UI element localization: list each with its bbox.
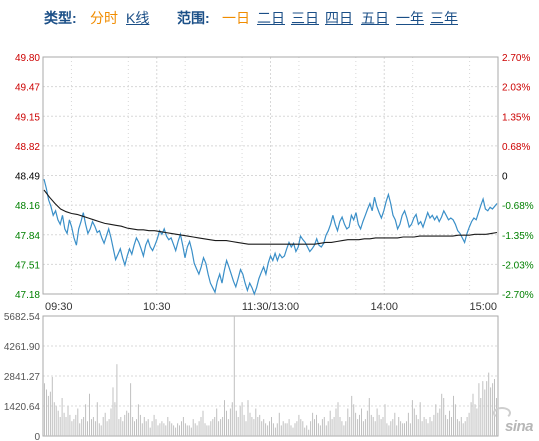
volume-tick-label: 0 <box>34 432 40 441</box>
sina-logo: sina <box>504 418 534 435</box>
volume-panel-frame <box>42 315 499 437</box>
time-tick-label: 11:30/13:00 <box>242 301 299 313</box>
price-tick-label: 48.49 <box>15 172 40 183</box>
volume-tick-label: 4261.90 <box>4 342 41 353</box>
range-option-4d[interactable]: 四日 <box>325 10 353 26</box>
time-tick-label: 15:00 <box>469 301 497 313</box>
percent-tick-label: 0 <box>502 172 508 183</box>
range-option-3y[interactable]: 三年 <box>430 10 458 26</box>
range-option-1y[interactable]: 一年 <box>396 10 424 26</box>
percent-tick-label: 1.35% <box>502 112 530 123</box>
percent-tick-label: 2.70% <box>502 53 530 64</box>
price-tick-label: 49.80 <box>15 53 40 64</box>
sina-eye-icon <box>493 407 511 419</box>
type-label: 类型: <box>44 10 77 26</box>
price-tick-label: 49.15 <box>15 112 40 123</box>
percent-tick-label: -1.35% <box>502 231 534 242</box>
percent-tick-label: -0.68% <box>502 201 534 212</box>
price-tick-label: 47.18 <box>15 290 40 301</box>
percent-tick-label: -2.03% <box>502 260 534 271</box>
price-tick-label: 48.82 <box>15 142 40 153</box>
average-price-line <box>43 189 498 245</box>
range-option-3d[interactable]: 三日 <box>291 10 319 26</box>
time-tick-label: 10:30 <box>143 301 171 313</box>
range-option-2d[interactable]: 二日 <box>257 10 285 26</box>
price-tick-label: 49.47 <box>15 83 40 94</box>
percent-tick-label: 2.03% <box>502 83 530 94</box>
type-option-kline[interactable]: K线 <box>126 10 150 26</box>
price-tick-label: 48.16 <box>15 201 40 212</box>
volume-tick-label: 1420.64 <box>4 402 41 413</box>
time-tick-label: 14:00 <box>370 301 398 313</box>
type-option-intraday[interactable]: 分时 <box>90 10 118 26</box>
range-option-1d[interactable]: 一日 <box>222 10 250 26</box>
range-option-5d[interactable]: 五日 <box>361 10 389 26</box>
price-tick-label: 47.84 <box>15 231 40 242</box>
range-label: 范围: <box>177 10 210 26</box>
volume-tick-label: 5682.54 <box>4 312 41 323</box>
price-panel-frame <box>42 56 499 295</box>
percent-tick-label: 0.68% <box>502 142 530 153</box>
price-tick-label: 47.51 <box>15 260 40 271</box>
price-line <box>43 178 498 296</box>
time-tick-label: 09:30 <box>45 301 73 313</box>
percent-tick-label: -2.70% <box>502 290 534 301</box>
volume-tick-label: 2841.27 <box>4 372 41 383</box>
toolbar: 类型: 分时 K线 范围: 一日 二日 三日 四日 五日 一年 三年 <box>0 0 539 40</box>
